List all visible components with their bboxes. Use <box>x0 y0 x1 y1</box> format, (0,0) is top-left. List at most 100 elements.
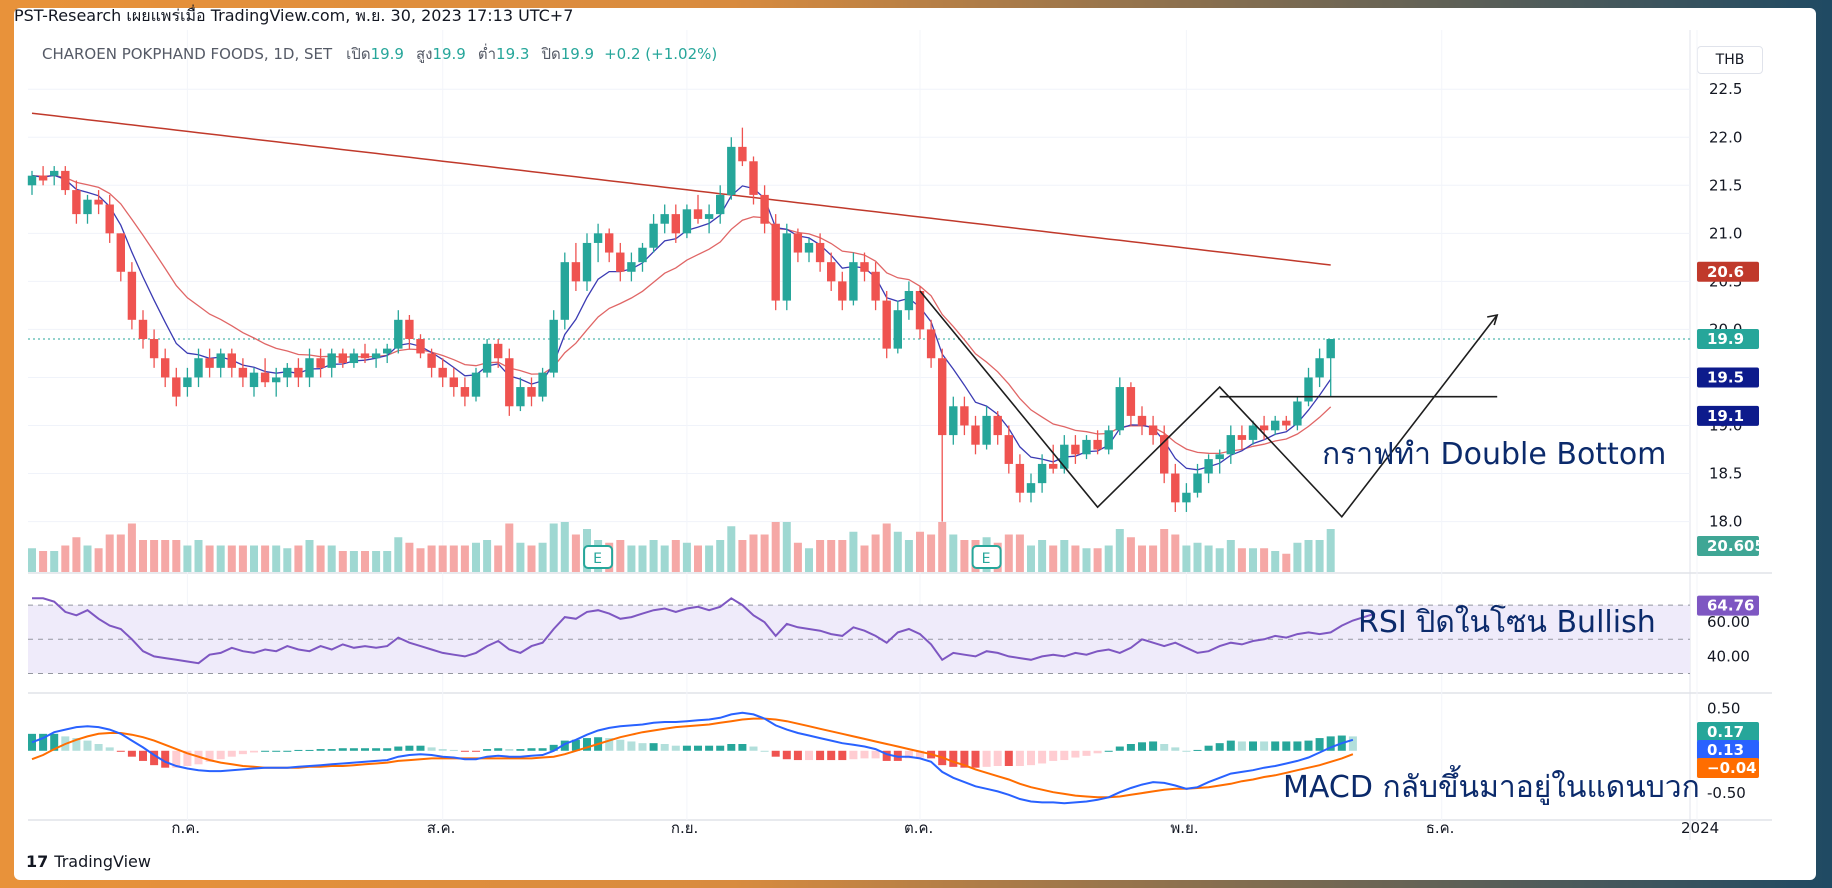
candle-body <box>238 367 248 378</box>
candle-body <box>1204 459 1213 474</box>
macd-line <box>31 711 1354 805</box>
volume-bar <box>1126 537 1135 572</box>
macd-histogram-bar <box>549 744 558 751</box>
annotation-rsi: RSI ปิดในโซน Bullish <box>1358 604 1656 640</box>
candle-body <box>838 281 847 301</box>
volume-bar <box>1093 548 1102 572</box>
earnings-marker-box <box>583 545 614 569</box>
volume-bar <box>494 545 503 572</box>
candle <box>716 185 725 224</box>
breakout-arrowhead <box>1487 313 1499 326</box>
macd-histogram-bar <box>183 750 192 766</box>
volume-bar <box>283 548 292 572</box>
macd-histogram-bar <box>361 748 369 751</box>
candle-body <box>815 242 825 263</box>
macd-histogram-bar <box>682 745 691 751</box>
candle-body <box>716 194 725 215</box>
currency-button[interactable]: THB <box>1697 46 1763 74</box>
ema-mid-line <box>31 174 1332 455</box>
candle-body <box>516 387 525 407</box>
candle-body <box>1237 435 1247 440</box>
rsi-badge: 64.76 <box>1697 595 1759 616</box>
candle <box>671 204 680 243</box>
macd-histogram-bar <box>1249 741 1257 751</box>
macd-histogram-bar <box>904 750 913 759</box>
candles <box>27 127 1335 522</box>
macd-histogram-bar <box>571 739 580 751</box>
volume-bar <box>72 537 81 572</box>
candle <box>349 348 359 368</box>
candle <box>1148 415 1158 445</box>
candle <box>316 348 325 378</box>
candle-body <box>1093 439 1102 450</box>
macd-histogram-bar <box>349 748 358 751</box>
price-badge-label: 19.5 <box>1707 368 1744 386</box>
candle <box>693 194 703 224</box>
volume-bar <box>1049 545 1058 572</box>
volume-bar <box>1226 540 1235 572</box>
candle <box>138 310 148 349</box>
candle-body <box>593 233 603 243</box>
volume-bar <box>116 534 125 572</box>
volume-bar <box>127 523 136 572</box>
macd-histogram-bar <box>460 750 469 752</box>
macd-histogram-bar <box>372 748 381 751</box>
candle-body <box>1004 435 1013 464</box>
candle <box>938 348 947 522</box>
volume-bar <box>316 545 325 572</box>
candle <box>194 348 203 388</box>
candle-body <box>1049 463 1058 469</box>
volume-bar <box>771 522 780 572</box>
candle <box>83 194 92 224</box>
candle-body <box>161 358 170 378</box>
macd-histogram-bar <box>1348 736 1357 751</box>
volume-bar <box>560 522 569 572</box>
candle <box>1259 415 1269 440</box>
macd-histogram-bar <box>749 746 758 751</box>
price-tick-label: 21.0 <box>1709 224 1742 242</box>
candle <box>582 233 592 291</box>
volume-bar <box>893 531 902 572</box>
candle <box>605 228 614 263</box>
volume-bar <box>1293 542 1302 572</box>
volume-bar <box>194 540 203 572</box>
candle <box>50 166 59 186</box>
macd-histogram-bar <box>1271 741 1280 751</box>
price-axis: 22.522.021.521.020.520.019.519.018.518.0… <box>1697 80 1780 556</box>
macd-histogram-bar <box>716 745 725 751</box>
volume-bar <box>1149 545 1158 572</box>
candle-body <box>605 233 614 253</box>
volume-bar <box>549 523 558 572</box>
volume-bar <box>616 540 625 572</box>
price-badge: 20.6 <box>1697 261 1759 282</box>
macd-histogram-bar <box>94 744 103 751</box>
candle <box>183 367 192 397</box>
volume-bar <box>238 545 247 572</box>
candle <box>205 348 214 378</box>
candle-body <box>50 170 59 176</box>
candle <box>1226 425 1235 464</box>
price-badge: 19.9 <box>1697 329 1759 350</box>
candle-body <box>1060 444 1069 469</box>
candle-body <box>83 199 92 215</box>
macd-histogram-bar <box>816 750 825 761</box>
volume-bar <box>671 540 680 572</box>
volume-bar <box>28 548 36 572</box>
candle-body <box>971 425 980 445</box>
macd-histogram-bar <box>383 748 392 751</box>
volume-bar <box>949 534 958 572</box>
macd-histogram-bar <box>105 747 114 751</box>
macd-histogram-bar <box>472 750 480 752</box>
candle-body <box>627 262 636 272</box>
candle <box>949 396 958 445</box>
price-badge-bg <box>1697 405 1759 426</box>
candle-body <box>1326 339 1335 359</box>
volume-badge-label: 20.605M <box>1707 537 1780 555</box>
candle <box>371 348 381 368</box>
candle <box>1160 425 1169 484</box>
candle-body <box>305 358 314 378</box>
candle <box>771 214 780 311</box>
tradingview-logo[interactable]: 17 TradingView <box>26 852 151 871</box>
candle-body <box>938 358 947 436</box>
